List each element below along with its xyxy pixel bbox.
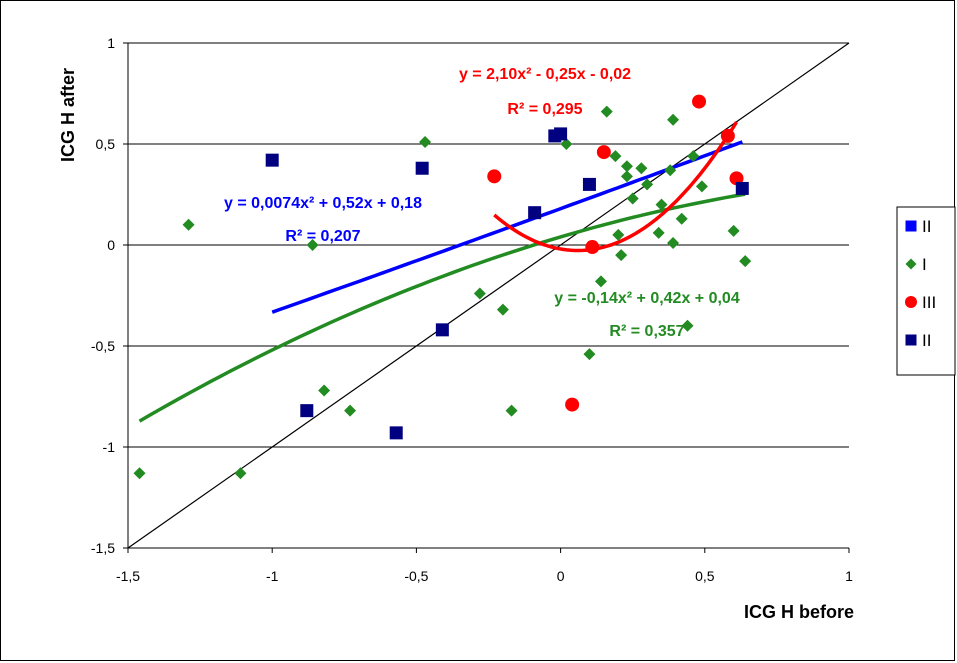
y-axis-title: ICG H after [58,68,78,162]
trendline-series-1 [138,192,746,423]
trendline-r2-blue: R² = 0,207 [285,228,360,245]
point-series-1-7 [473,287,486,300]
point-series-1-19 [626,192,639,205]
axis-ticks: -1,5 -1 -0,5 0 0,5 1 -1,5 -1 -0,5 0 0,5 1 [91,35,853,584]
point-series-1-21 [641,178,654,191]
point-series-3-5 [528,206,542,220]
identity-line [127,42,850,549]
point-series-1-29 [687,150,700,163]
point-series-1-9 [505,404,518,417]
point-series-1-12 [594,275,607,288]
x-tick-label-1: -1 [266,568,279,584]
y-tick-label-4: 0,5 [96,136,116,152]
plot-area-border [127,43,849,549]
legend-marker-1 [905,258,917,270]
trendlines [138,121,746,423]
point-series-1-24 [664,164,677,177]
point-series-1-20 [635,162,648,175]
point-series-1-5 [344,404,357,417]
y-tick-label-3: 0 [107,237,115,253]
point-series-1-10 [560,138,573,150]
trendline-series-2 [493,121,738,253]
legend-label-3: II [922,331,931,350]
point-series-2-1 [565,397,580,412]
point-series-2-3 [596,145,611,160]
y-tick-label-1: -1 [103,439,116,455]
point-series-1-22 [652,226,665,239]
trendline-equation-blue: y = 0,0074x² + 0,52x + 0,18 [224,195,422,212]
point-series-3-3 [415,161,429,175]
x-tick-label-0: -1,5 [116,568,140,584]
point-series-3-1 [300,404,314,418]
x-tick-label-2: -0,5 [404,568,428,584]
point-series-1-25 [667,113,680,126]
point-series-3-4 [435,323,449,337]
point-series-1-6 [419,135,432,148]
point-series-3-7 [554,127,568,141]
trendline-r2-red: R² = 0,295 [507,101,582,118]
y-tick-label-2: -0,5 [91,338,115,354]
point-series-1-15 [612,228,625,241]
point-series-1-13 [600,105,613,118]
point-series-1-31 [727,224,740,237]
point-series-2-5 [720,128,735,143]
point-series-1-14 [609,150,622,163]
point-series-1-1 [182,218,195,231]
point-series-1-26 [667,236,680,249]
point-series-3-0 [265,153,279,167]
legend-label-0: II [922,217,931,236]
y-tick-label-5: 1 [107,35,115,51]
point-series-1-4 [318,384,331,397]
legend-marker-3 [905,334,917,346]
trendline-r2-green: R² = 0,357 [609,323,684,340]
legend-label-1: I [922,255,927,274]
point-series-3-8 [582,177,596,191]
legend-marker-2 [905,296,917,308]
point-series-1-30 [695,180,708,193]
point-series-3-2 [389,426,403,440]
point-series-1-11 [583,348,596,361]
x-axis-title: ICG H before [744,602,854,622]
point-series-1-23 [655,198,668,211]
point-series-2-4 [692,94,707,109]
point-series-1-2 [234,467,247,480]
x-tick-label-3: 0 [557,568,565,584]
y-tick-label-0: -1,5 [91,540,115,556]
legend-marker-0 [905,220,917,232]
point-series-1-28 [681,319,694,332]
point-series-2-2 [585,240,600,255]
point-series-1-18 [620,170,633,183]
trendline-equation-red: y = 2,10x² - 0,25x - 0,02 [459,66,631,83]
point-series-1-32 [739,255,752,268]
data-points [133,94,752,480]
x-tick-label-5: 1 [845,568,853,584]
point-series-1-16 [615,249,628,262]
legend-label-2: III [922,293,936,312]
point-series-2-6 [729,171,744,186]
point-series-1-8 [496,303,509,316]
identity-line-path [127,42,850,549]
point-series-3-9 [735,181,749,195]
point-series-1-17 [620,160,633,173]
point-series-1-3 [306,239,319,251]
point-series-1-0 [133,467,146,480]
trendline-equation-green: y = -0,14x² + 0,42x + 0,04 [554,290,740,307]
trendline-series-0 [271,140,743,314]
point-series-1-27 [675,212,688,225]
point-series-2-0 [487,169,502,184]
x-tick-label-4: 0,5 [695,568,715,584]
legend-box [896,206,956,376]
